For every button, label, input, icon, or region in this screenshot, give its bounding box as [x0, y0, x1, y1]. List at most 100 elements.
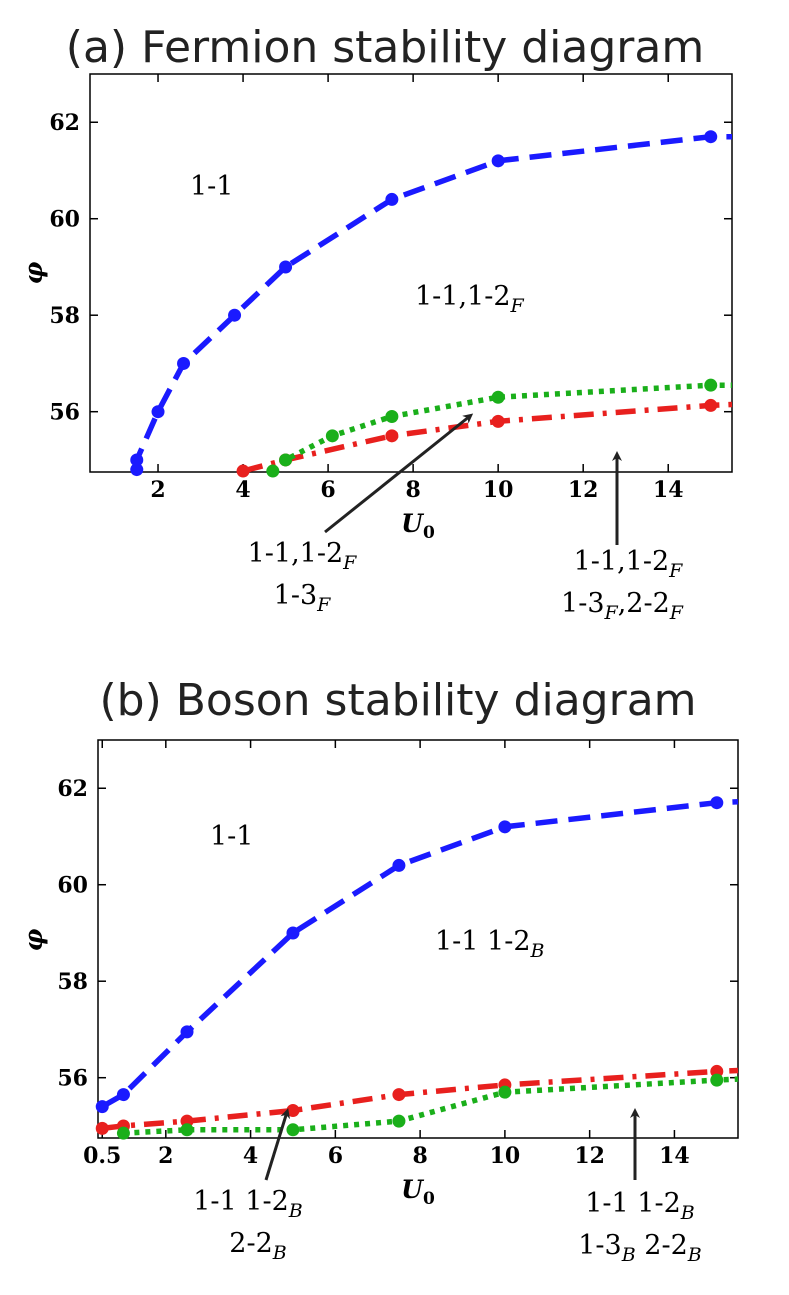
- annotation-arrow-left-b: [264, 1108, 291, 1181]
- x-tick-label: 14: [653, 477, 684, 503]
- annotation-arrow-left-a: [324, 413, 474, 534]
- data-point: [286, 926, 300, 940]
- y-tick-label: 62: [57, 776, 88, 802]
- annot-text: 2-2: [229, 1228, 272, 1259]
- data-point: [710, 796, 724, 810]
- x-axis-label-sub: 0: [423, 523, 435, 543]
- data-point: [385, 192, 399, 206]
- annotation-label-left-a-line2: 1-3F: [274, 580, 331, 616]
- data-point: [180, 1123, 194, 1137]
- data-point: [498, 1085, 512, 1099]
- data-point: [95, 1100, 109, 1114]
- annot-text: 1-3: [274, 580, 317, 611]
- series-line: [134, 133, 732, 470]
- plot-frame: [97, 739, 739, 1139]
- region-label-1-1-1-2B: 1-1 1-2B: [435, 926, 545, 962]
- series-dashed: [130, 130, 732, 477]
- data-point: [704, 398, 718, 412]
- x-axis-label: U0: [401, 1175, 435, 1209]
- y-axis-label: φ: [19, 261, 48, 284]
- data-point: [385, 410, 399, 424]
- series-dotted: [266, 378, 732, 478]
- data-point: [385, 429, 399, 443]
- series-dashed: [95, 796, 739, 1114]
- y-tick-label: 60: [49, 207, 80, 233]
- data-point: [392, 1114, 406, 1128]
- x-tick-label: 6: [320, 477, 335, 503]
- annot-text: 2-2: [636, 1230, 688, 1261]
- x-tick-label: 4: [243, 1143, 258, 1169]
- annot-sub: F: [342, 552, 357, 574]
- series-group-b: [95, 796, 739, 1140]
- x-tick-label: 2: [158, 1143, 173, 1169]
- data-point: [266, 464, 280, 478]
- annotation-label-left-b: 1-1 1-2B: [193, 1186, 303, 1222]
- data-point: [228, 308, 242, 322]
- data-point: [325, 429, 339, 443]
- data-point: [498, 820, 512, 834]
- axis-ticks-b: 0.5 2 4 6 8 10 12 14 56 58 60 62: [57, 740, 738, 1169]
- x-tick-label: 8: [412, 1143, 427, 1169]
- annot-sub: B: [272, 1242, 287, 1264]
- annotation-label-left-b-line2: 2-2B: [229, 1228, 286, 1264]
- x-tick-label: 2: [150, 477, 165, 503]
- series-dashdot: [95, 1064, 739, 1135]
- series-line: [123, 1076, 739, 1136]
- chart-title: (b) Boson stability diagram: [99, 675, 696, 726]
- region-label-sub: B: [530, 940, 545, 962]
- annot-sub: F: [316, 594, 331, 616]
- annot-sub: F: [669, 602, 684, 624]
- x-tick-label: 4: [235, 477, 250, 503]
- x-axis-label-sub: 0: [423, 1189, 435, 1209]
- annotation-label-right-b: 1-1 1-2B: [585, 1188, 695, 1224]
- data-point: [491, 390, 505, 404]
- annot-text: ,2-2: [618, 588, 670, 619]
- data-point: [491, 154, 505, 168]
- x-axis-label-main: U: [401, 1175, 425, 1204]
- region-label-base: 1-1,1-2: [415, 281, 511, 312]
- region-label-sub: F: [510, 295, 525, 317]
- x-tick-label: 14: [659, 1143, 690, 1169]
- axis-ticks-a: 2 4 6 8 10 12 14 56 58 60 62: [49, 74, 732, 503]
- annotation-label-right-a-line2: 1-3F,2-2F: [561, 588, 684, 624]
- y-tick-label: 60: [57, 873, 88, 899]
- data-point: [392, 858, 406, 872]
- data-point: [704, 130, 718, 144]
- data-point: [180, 1025, 194, 1039]
- annotation-label-right-b-line2: 1-3B 2-2B: [578, 1230, 702, 1266]
- data-point: [286, 1104, 300, 1118]
- data-point: [116, 1126, 130, 1140]
- annot-sub: B: [687, 1244, 702, 1266]
- annot-text: 1-3: [578, 1230, 621, 1261]
- annot-text: 1-1,1-2: [574, 546, 670, 577]
- chart-title: (a) Fermion stability diagram: [66, 22, 704, 73]
- annot-sub: F: [668, 560, 683, 582]
- annot-text: 1-3: [561, 588, 604, 619]
- y-tick-label: 58: [49, 303, 80, 329]
- x-tick-label: 10: [490, 1143, 521, 1169]
- x-axis-label-main: U: [401, 509, 425, 538]
- y-tick-label: 56: [57, 1066, 88, 1092]
- region-label-1-1: 1-1: [210, 821, 253, 852]
- x-tick-label: 8: [405, 477, 420, 503]
- data-point: [95, 1121, 109, 1135]
- data-point: [130, 463, 144, 477]
- series-line: [101, 1067, 739, 1132]
- data-point: [286, 1123, 300, 1137]
- y-tick-label: 62: [49, 110, 80, 136]
- data-point: [130, 453, 144, 467]
- region-label-1-1: 1-1: [190, 171, 233, 202]
- region-label-1-1-1-2F: 1-1,1-2F: [415, 281, 525, 317]
- x-tick-label: 12: [574, 1143, 605, 1169]
- annot-text: 1-1 1-2: [193, 1186, 289, 1217]
- y-tick-label: 58: [57, 969, 88, 995]
- data-point: [704, 378, 718, 392]
- data-point: [491, 414, 505, 428]
- series-line: [242, 401, 733, 474]
- data-point: [710, 1073, 724, 1087]
- x-tick-label: 10: [483, 477, 514, 503]
- y-axis-label: φ: [19, 928, 48, 951]
- region-label-base: 1-1 1-2: [435, 926, 531, 957]
- data-point: [116, 1088, 130, 1102]
